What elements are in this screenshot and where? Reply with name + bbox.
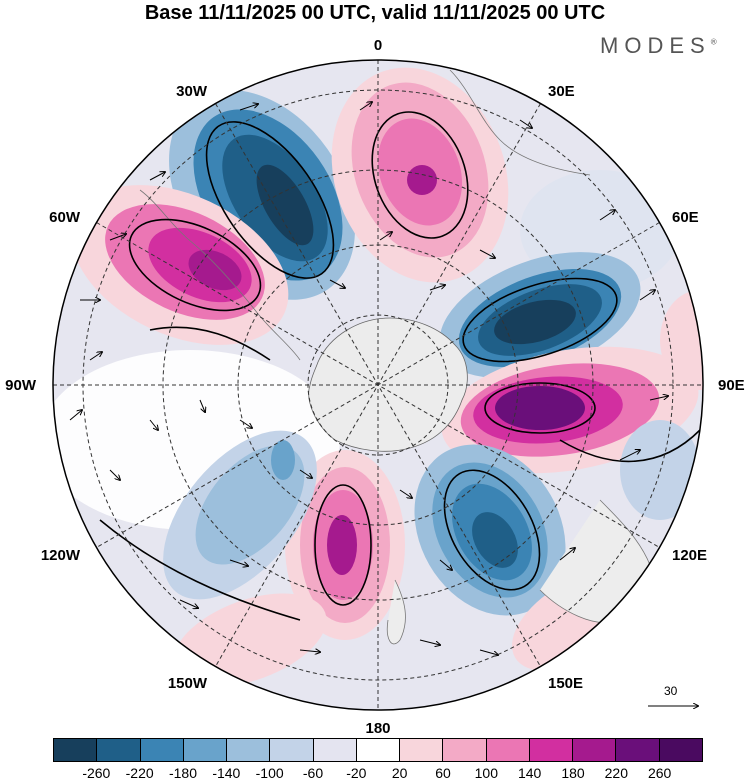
logo-mark: ® [710, 37, 717, 47]
colorbar-swatch [227, 739, 271, 761]
anomaly-neg-130w [163, 430, 317, 600]
colorbar-tick-label: -100 [255, 765, 284, 781]
lon-label-180: 180 [365, 720, 390, 737]
wind-vectors [69, 102, 668, 655]
colorbar-ticks: -260 -220 -180 -140 -100 -60 -20 20 60 100 140 180 2… [53, 765, 703, 783]
anomaly-neg-135e [414, 444, 566, 616]
lon-label-120w: 120W [41, 547, 81, 564]
colorbar-tick-label: 180 [561, 765, 585, 781]
colorbar-tick-label: -140 [212, 765, 241, 781]
streamlines [99, 111, 701, 621]
colorbar-tick-label: 140 [517, 765, 542, 781]
lon-label-60e: 60E [672, 209, 699, 226]
colorbar [53, 738, 703, 762]
colorbar-swatch [486, 739, 530, 761]
colorbar-swatch [313, 739, 357, 761]
colorbar-swatch [573, 739, 617, 761]
colorbar-swatch [356, 739, 401, 761]
lon-label-150w: 150W [168, 675, 208, 692]
colorbar-tick-label: 100 [474, 765, 499, 781]
colorbar-tick-label: 60 [435, 765, 451, 781]
colorbar-swatch [659, 739, 702, 761]
colorbar-tick-label: -180 [168, 765, 198, 781]
colorbar-swatch [400, 739, 444, 761]
map-boundary [52, 59, 704, 711]
anomaly-neg-60e [439, 252, 641, 378]
colorbar-swatch [443, 739, 487, 761]
modes-logo: MODES® [600, 33, 717, 59]
wind-reference-value: 30 [664, 684, 678, 698]
lon-label-60w: 60W [49, 209, 81, 226]
lon-label-150e: 150E [548, 675, 583, 692]
graticule [53, 60, 703, 710]
colorbar-tick-label: -60 [302, 765, 324, 781]
colorbar-swatch [529, 739, 574, 761]
south-america-outline [139, 189, 301, 361]
africa-outline [449, 69, 591, 176]
colorbar-swatch [183, 739, 228, 761]
new-zealand-outline [386, 579, 406, 645]
colorbar-swatch [54, 739, 98, 761]
colorbar-tick-label: 220 [604, 765, 629, 781]
lon-label-90w: 90W [5, 377, 37, 394]
colorbar-swatch [270, 739, 314, 761]
colorbar-swatch [97, 739, 141, 761]
colorbar-tick-label: 260 [647, 765, 672, 781]
colorbar-tick-label: -260 [82, 765, 111, 781]
anomaly-pos-10e [331, 67, 509, 283]
logo-text: MODES [600, 33, 711, 58]
colorbar-tick-label: -20 [346, 765, 367, 781]
longitude-labels: 0 30E 60E 90E 120E 150E 180 150W 120W 90… [5, 37, 745, 737]
lon-label-90e: 90E [718, 377, 745, 394]
colorbar-tick-label: -220 [125, 765, 154, 781]
lon-label-30w: 30W [176, 83, 208, 100]
lon-label-30e: 30E [548, 83, 575, 100]
lon-label-0: 0 [374, 37, 382, 54]
colorbar-swatch [616, 739, 660, 761]
colorbar-tick-label: 20 [391, 765, 408, 781]
colorbar-swatch [140, 739, 184, 761]
page-title: Base 11/11/2025 00 UTC, valid 11/11/2025… [144, 2, 606, 24]
map-disk [53, 60, 703, 710]
lon-label-120e: 120E [672, 547, 707, 564]
